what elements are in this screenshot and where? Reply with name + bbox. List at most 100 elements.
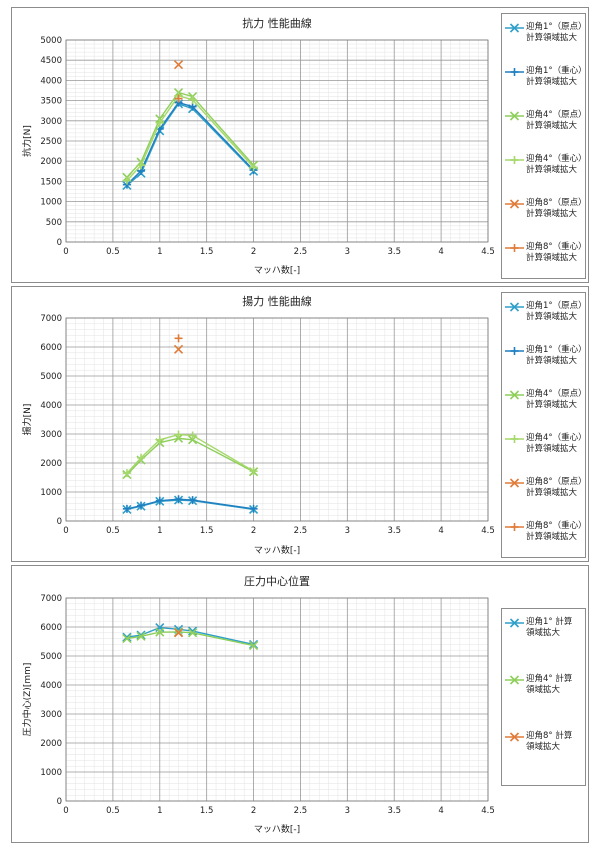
y-tick-label: 4000 [40,681,62,691]
x-tick-label: 3 [345,806,350,816]
drag-chart-legend: 迎角1°（原点） 計算領域拡大 迎角1°（重心） 計算領域拡大 迎角4°（原点） 計… [501,13,587,279]
y-tick-label: 1000 [40,768,62,778]
legend-label: 迎角4° 計算 領域拡大 [526,674,573,695]
series-5 [174,94,183,103]
legend-symbol [505,675,524,685]
data-point [249,504,258,513]
data-point [188,431,197,440]
y-tick-label: 5000 [40,652,62,662]
chart-title: 圧力中心位置 [244,574,310,588]
y-tick-label: 1000 [40,488,62,498]
legend-marker [509,302,520,312]
legend-symbol [505,302,524,312]
x-tick-label: 0 [63,247,68,257]
series-0 [122,99,259,191]
data-point [122,504,131,513]
chart-title: 揚力 性能曲線 [242,294,312,308]
legend-marker [509,199,520,209]
legend-marker [509,23,520,33]
legend-label: 迎角1° 計算 領域拡大 [526,617,573,638]
major-gridlines [65,39,489,243]
legend-label: 迎角8°（原点） 計算領域拡大 [526,477,587,498]
legend-label: 迎角8°（原点） 計算領域拡大 [526,198,587,219]
x-tick-label: 1.5 [200,247,214,257]
series-5 [174,334,183,343]
x-tick-label: 3 [345,247,350,257]
data-point [122,634,132,644]
series-line [126,433,254,474]
y-tick-label: 2000 [40,157,62,167]
y-tick-label: 2000 [40,459,62,469]
lift-chart: 揚力 性能曲線 0 0.5 1 1.5 2 2.5 3 3.5 4 4.5 0 1000 2000 3000… [21,294,495,556]
data-point [173,60,184,70]
x-tick-label: 4.5 [481,806,495,816]
data-point [174,94,183,103]
series-3 [122,430,258,478]
data-point [155,118,164,127]
center-of-pressure-chart-panel: 圧力中心位置 0 0.5 1 1.5 2 2.5 3 3.5 4 4.5 0 1000 2000 3000 4… [11,565,589,843]
data-point [155,114,165,124]
y-tick-label: 4000 [40,401,62,411]
x-tick-label: 3.5 [387,526,401,536]
x-tick-label: 1 [157,526,162,536]
legend-symbol [505,618,524,628]
y-tick-label: 7000 [40,594,62,604]
data-point [173,344,184,354]
y-tick-label: 6000 [40,623,62,633]
y-tick-label: 3000 [40,430,62,440]
data-point [188,628,198,638]
x-tick-label: 2 [251,526,256,536]
center-of-pressure-chart: 圧力中心位置 0 0.5 1 1.5 2 2.5 3 3.5 4 4.5 0 1000 2000 3000 4… [21,574,495,835]
legend-label: 迎角8°（重心） 計算領域拡大 [526,521,587,542]
data-point [249,163,258,172]
x-tick-label: 3.5 [387,806,401,816]
plot-area [65,39,489,243]
minor-gridlines [65,597,489,802]
legend-label: 迎角8°（重心） 計算領域拡大 [526,242,587,263]
series-line [126,631,254,647]
data-point [155,435,164,444]
legend-symbol [505,478,524,488]
series-line [126,101,255,186]
lift-chart-legend: 迎角1°（原点） 計算領域拡大 迎角1°（重心） 計算領域拡大 迎角4°（原点） 計… [501,292,587,558]
legend-label: 迎角1°（重心） 計算領域拡大 [526,66,587,87]
x-axis-label: マッハ数[-] [254,544,300,556]
data-point [136,631,146,641]
legend-marker [510,244,519,252]
drag-chart-panel: 抗力 性能曲線 0 0.5 1 1.5 2 2.5 3 3.5 4 4.5 0 500 1000 1500 2… [11,7,589,283]
x-tick-label: 4 [438,806,443,816]
y-tick-label: 500 [46,218,62,228]
y-tick-label: 1500 [40,177,62,187]
x-tick-label: 2 [251,806,256,816]
y-tick-label: 3500 [40,97,62,107]
y-tick-label: 1000 [40,198,62,208]
y-tick-label: 6000 [40,343,62,353]
plot-area [65,317,489,522]
legend-marker [509,478,520,488]
legend-label: 迎角4°（原点） 計算領域拡大 [526,110,587,131]
legend-symbol [505,111,524,121]
legend-marker [510,68,519,76]
y-tick-label: 2000 [40,739,62,749]
legend-symbol [505,732,524,742]
legend-marker [510,156,519,164]
data-point [188,95,197,104]
legend-symbol [505,523,524,531]
x-tick-label: 4 [438,247,443,257]
x-tick-label: 0.5 [106,806,120,816]
legend-label: 迎角4°（重心） 計算領域拡大 [526,433,587,454]
legend-marker [509,618,520,628]
data-point [137,453,146,462]
legend-marker [509,390,520,400]
legend-marker [509,732,520,742]
x-tick-label: 2.5 [294,526,308,536]
center-of-pressure-chart-legend: 迎角1° 計算 領域拡大 迎角4° 計算 領域拡大 迎角8° 計算 領域拡大 [501,608,586,786]
y-axis-label: 揚力[N] [21,404,33,436]
x-tick-label: 3 [345,526,350,536]
y-tick-label: 3000 [40,710,62,720]
y-tick-label: 0 [57,797,62,807]
legend-label: 迎角1°（原点） 計算領域拡大 [526,301,587,322]
legend-marker [510,347,519,355]
x-tick-label: 2.5 [294,806,308,816]
chart-title: 抗力 性能曲線 [242,16,312,30]
